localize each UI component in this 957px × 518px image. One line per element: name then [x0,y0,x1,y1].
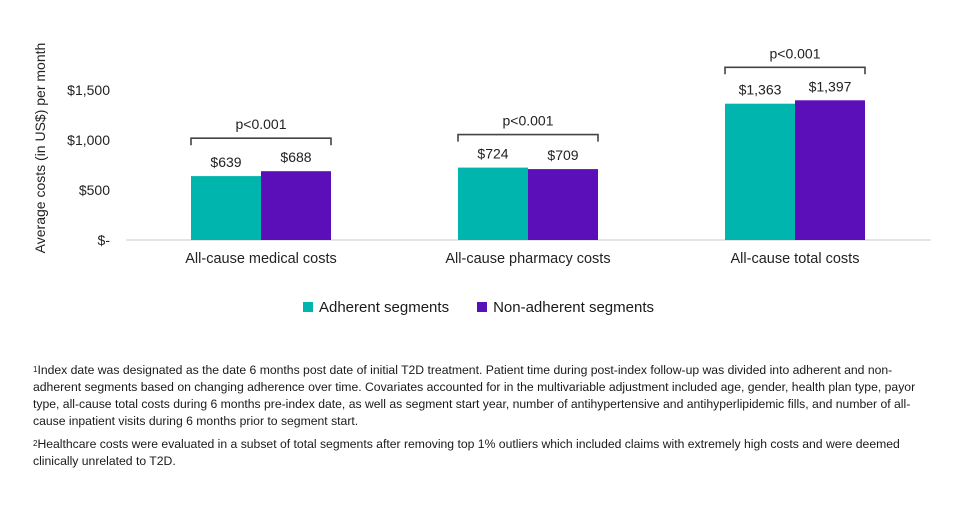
p-value-label: p<0.001 [770,45,821,61]
legend-item-adherent: Adherent segments [302,298,450,316]
significance-bracket [457,133,599,142]
footnote-2: 2Healthcare costs were evaluated in a su… [33,436,933,470]
category-label: All-cause pharmacy costs [445,251,610,267]
category-label: All-cause total costs [731,251,860,267]
significance-bracket [190,137,332,146]
legend-swatch-non-adherent [477,302,488,312]
legend: Adherent segments Non-adherent segments [0,296,957,318]
significance-bracket [724,66,866,75]
y-tick-label: $1,500 [67,82,110,98]
p-value-label: p<0.001 [503,113,554,129]
y-tick-label: $1,000 [67,132,110,148]
footnote-2-text: Healthcare costs were evaluated in a sub… [33,437,900,468]
footnote-1-marker: 1 [33,365,38,374]
category-labels: All-cause medical costs All-cause pharmac… [185,251,859,267]
bar-value-label: $639 [210,154,241,170]
bar-value-label: $688 [280,149,311,165]
bar-value-label: $1,363 [739,82,782,98]
significance-annotations: p<0.001 p<0.001 p<0.001 [190,45,866,146]
category-label: All-cause medical costs [185,251,337,267]
bar-labels-group: $639 $688 $724 $709 $1,363 $1,397 [210,78,851,170]
y-axis-title: Average costs (in US$) per month [32,43,48,254]
footnote-1: 1Index date was designated as the date 6… [33,362,933,430]
footnote-1-text: Index date was designated as the date 6 … [33,363,916,428]
bar-adherent [725,103,795,240]
legend-swatch-adherent [302,302,313,312]
bar-non-adherent [528,169,598,240]
bar-non-adherent [261,171,331,240]
legend-label-adherent: Adherent segments [318,298,450,316]
y-tick-label: $500 [79,182,110,198]
bar-non-adherent [795,100,865,240]
y-axis-ticks: $- $500 $1,000 $1,500 [67,82,110,248]
bar-adherent [458,167,528,240]
bar-adherent [191,176,261,240]
bar-value-label: $1,397 [809,78,852,94]
y-tick-label: $- [98,232,111,248]
footnotes: 1Index date was designated as the date 6… [33,362,933,476]
bar-chart: Average costs (in US$) per month $-$500$… [32,43,931,267]
y-axis-title-group: Average costs (in US$) per month [32,43,48,254]
footnote-2-marker: 2 [33,439,38,448]
legend-label-non-adherent: Non-adherent segments [493,298,654,316]
bars-group [191,100,865,240]
p-value-label: p<0.001 [236,116,287,132]
bar-value-label: $709 [547,147,578,163]
bar-value-label: $724 [477,146,508,162]
legend-item-non-adherent: Non-adherent segments [477,299,654,316]
